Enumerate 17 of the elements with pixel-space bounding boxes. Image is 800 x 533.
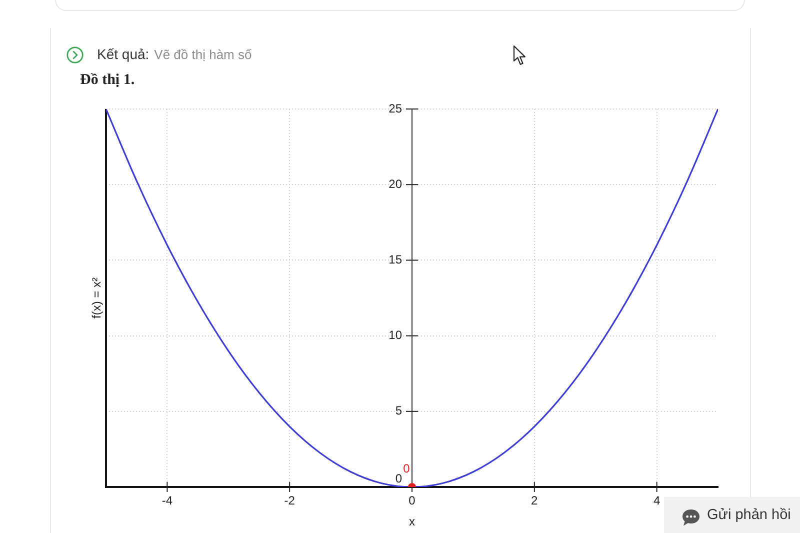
text: Kết quả:	[97, 46, 150, 62]
y-tick-label: 10	[388, 328, 402, 342]
x-axis-title: x	[409, 514, 415, 528]
y-axis-title: f(x) = x²	[89, 278, 104, 318]
y-tick-label: 20	[388, 176, 402, 191]
y-tick-label: 5	[395, 404, 402, 418]
x-tick-label: 2	[531, 494, 538, 508]
y-tick-label: 15	[388, 252, 402, 267]
x-tick-label: -2	[284, 494, 296, 508]
x-tick-label: -4	[162, 494, 173, 508]
x-tick-label: 0	[408, 494, 416, 508]
text: Vẽ đồ thị hàm số	[154, 47, 252, 62]
y-tick-label: 0	[395, 471, 402, 486]
chart-title: Đồ thị 1.	[80, 72, 135, 89]
x-tick-label: 4	[653, 494, 660, 508]
y-tick-label: 25	[388, 101, 402, 116]
text: Gửi phản hồi	[707, 507, 791, 523]
